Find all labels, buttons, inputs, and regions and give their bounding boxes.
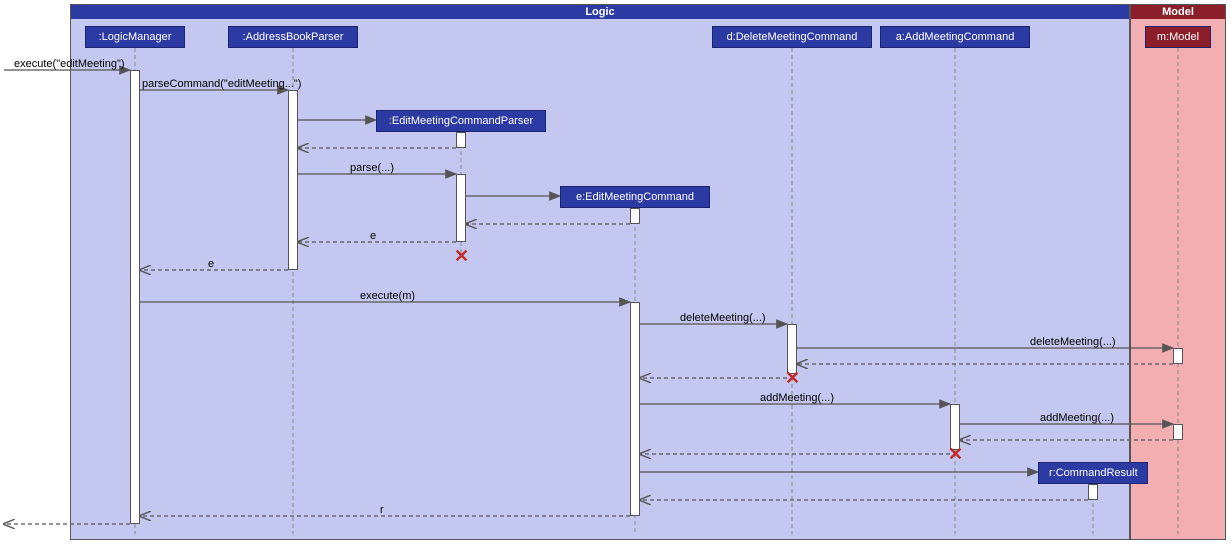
message-label-8: e (208, 258, 214, 270)
message-label-1: parseCommand("editMeeting...") (142, 78, 301, 90)
message-label-20: r (380, 504, 384, 516)
message-label-15: addMeeting(...) (1040, 412, 1114, 424)
participant-logicMgr: :LogicManager (85, 26, 185, 48)
message-label-0: execute("editMeeting") (14, 58, 125, 70)
activation-6 (787, 324, 797, 374)
activation-1 (288, 90, 298, 270)
message-label-11: deleteMeeting(...) (1030, 336, 1116, 348)
activation-7 (1173, 348, 1183, 364)
activation-4 (630, 208, 640, 224)
message-label-7: e (370, 230, 376, 242)
message-label-10: deleteMeeting(...) (680, 312, 766, 324)
activation-5 (630, 302, 640, 516)
participant-model: m:Model (1145, 26, 1211, 48)
participant-addCmd: a:AddMeetingCommand (880, 26, 1030, 48)
activation-10 (1088, 484, 1098, 500)
activation-0 (130, 70, 140, 524)
activation-9 (1173, 424, 1183, 440)
message-label-14: addMeeting(...) (760, 392, 834, 404)
message-label-9: execute(m) (360, 290, 415, 302)
participant-delCmd: d:DeleteMeetingCommand (712, 26, 872, 48)
participant-editCmd: e:EditMeetingCommand (560, 186, 710, 208)
activation-2 (456, 132, 466, 148)
participant-parser: :AddressBookParser (228, 26, 358, 48)
destroy-1: ✕ (785, 368, 800, 389)
message-label-4: parse(...) (350, 162, 394, 174)
participant-editParser: :EditMeetingCommandParser (376, 110, 546, 132)
participant-result: r:CommandResult (1038, 462, 1148, 484)
destroy-2: ✕ (948, 444, 963, 465)
activation-3 (456, 174, 466, 242)
destroy-0: ✕ (454, 246, 469, 267)
